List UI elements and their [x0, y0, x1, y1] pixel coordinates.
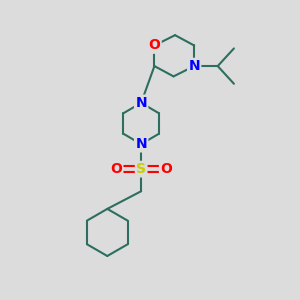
Text: S: S: [136, 162, 146, 176]
Text: O: O: [110, 162, 122, 176]
Text: O: O: [148, 38, 160, 52]
Text: N: N: [135, 96, 147, 110]
Text: N: N: [135, 137, 147, 151]
Text: N: N: [188, 59, 200, 73]
Text: O: O: [160, 162, 172, 176]
